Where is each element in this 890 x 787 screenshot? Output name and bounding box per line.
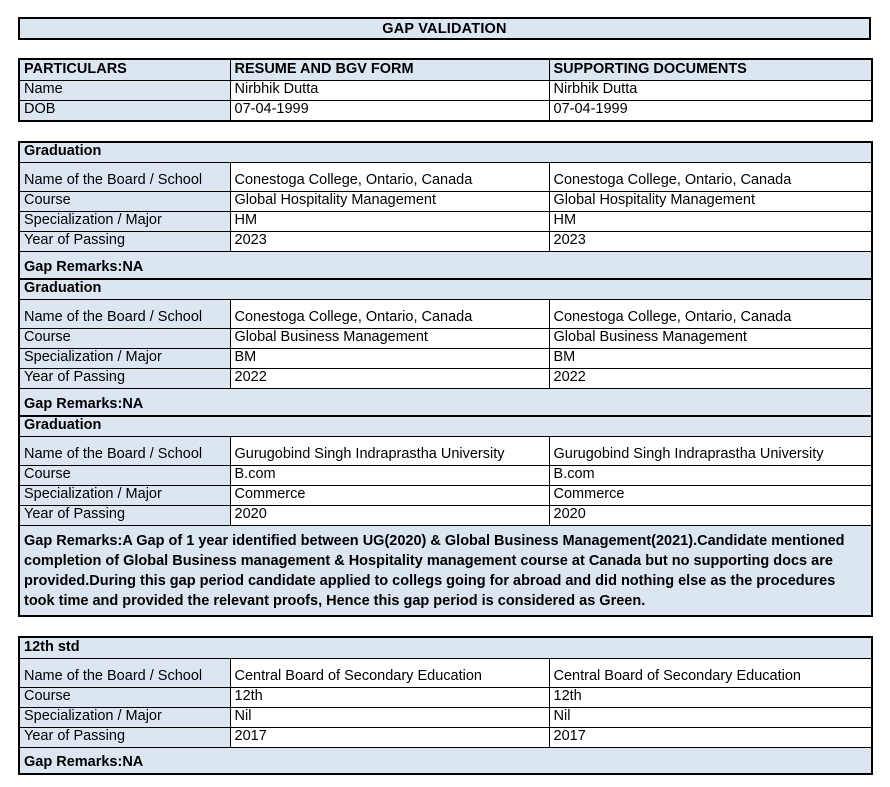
section-header-row: Graduation — [18, 414, 873, 437]
resume-value-cell: Nirbhik Dutta — [229, 79, 550, 101]
docs-value-cell: 2017 — [548, 726, 873, 748]
resume-value-cell: Central Board of Secondary Education — [229, 657, 550, 688]
docs-value-cell: B.com — [548, 465, 873, 486]
label-cell: Course — [18, 465, 231, 486]
resume-value-cell: BM — [229, 348, 550, 369]
docs-value-cell: 12th — [548, 686, 873, 708]
table-row-board-school: Name of the Board / School Conestoga Col… — [18, 162, 873, 192]
resume-value-cell: Conestoga College, Ontario, Canada — [229, 299, 550, 329]
docs-value-cell: HM — [548, 211, 873, 232]
docs-value-cell: 2020 — [548, 505, 873, 526]
table-row-specialization: Specialization / Major Nil Nil — [18, 706, 873, 728]
label-cell: DOB — [18, 99, 231, 121]
table-row-year-of-passing: Year of Passing 2017 2017 — [18, 726, 873, 748]
docs-value-cell: Commerce — [548, 485, 873, 506]
table-row-year-of-passing: Year of Passing 2023 2023 — [18, 231, 873, 252]
resume-value-cell: Gurugobind Singh Indraprastha University — [229, 436, 550, 466]
gap-remarks-text: Gap Remarks:NA — [18, 388, 873, 417]
table-row-course: Course 12th 12th — [18, 686, 873, 708]
label-cell: Year of Passing — [18, 505, 231, 526]
table-row-name: Name Nirbhik Dutta Nirbhik Dutta — [18, 79, 873, 101]
label-cell: Specialization / Major — [18, 485, 231, 506]
gap-remarks-row: Gap Remarks:A Gap of 1 year identified b… — [18, 525, 873, 617]
label-cell: Specialization / Major — [18, 348, 231, 369]
docs-value-cell: Global Hospitality Management — [548, 191, 873, 212]
resume-value-cell: Nil — [229, 706, 550, 728]
resume-value-cell: Commerce — [229, 485, 550, 506]
column-header-supporting-docs: SUPPORTING DOCUMENTS — [548, 58, 873, 81]
docs-value-cell: Conestoga College, Ontario, Canada — [548, 299, 873, 329]
docs-value-cell: 07-04-1999 — [548, 99, 873, 121]
label-cell: Specialization / Major — [18, 706, 231, 728]
label-cell: Name of the Board / School — [18, 299, 231, 329]
section-heading: Graduation — [18, 414, 873, 437]
table-row-board-school: Name of the Board / School Central Board… — [18, 657, 873, 688]
label-cell: Name — [18, 79, 231, 101]
column-header-resume-bgv: RESUME AND BGV FORM — [229, 58, 550, 81]
label-cell: Name of the Board / School — [18, 162, 231, 192]
table-row-specialization: Specialization / Major Commerce Commerce — [18, 485, 873, 506]
table-row-dob: DOB 07-04-1999 07-04-1999 — [18, 99, 873, 121]
table-row-course: Course B.com B.com — [18, 465, 873, 486]
section-header-row: Graduation — [18, 277, 873, 300]
page-title: GAP VALIDATION — [18, 17, 871, 40]
docs-value-cell: Gurugobind Singh Indraprastha University — [548, 436, 873, 466]
label-cell: Specialization / Major — [18, 211, 231, 232]
table-row-board-school: Name of the Board / School Gurugobind Si… — [18, 436, 873, 466]
docs-value-cell: Conestoga College, Ontario, Canada — [548, 162, 873, 192]
label-cell: Name of the Board / School — [18, 436, 231, 466]
section-heading: Graduation — [18, 140, 873, 163]
table-row-board-school: Name of the Board / School Conestoga Col… — [18, 299, 873, 329]
section-heading: 12th std — [18, 636, 873, 659]
docs-value-cell: Nirbhik Dutta — [548, 79, 873, 101]
resume-value-cell: HM — [229, 211, 550, 232]
section-heading: Graduation — [18, 277, 873, 300]
resume-value-cell: 07-04-1999 — [229, 99, 550, 121]
gap-remarks-row: Gap Remarks:NA — [18, 251, 873, 280]
resume-value-cell: B.com — [229, 465, 550, 486]
docs-value-cell: Global Business Management — [548, 328, 873, 349]
label-cell: Course — [18, 191, 231, 212]
docs-value-cell: Nil — [548, 706, 873, 728]
resume-value-cell: 2022 — [229, 368, 550, 389]
docs-value-cell: Central Board of Secondary Education — [548, 657, 873, 688]
label-cell: Course — [18, 328, 231, 349]
table-row-year-of-passing: Year of Passing 2020 2020 — [18, 505, 873, 526]
resume-value-cell: 2017 — [229, 726, 550, 748]
column-header-particulars: PARTICULARS — [18, 58, 231, 81]
twelfth-std-table: 12th std Name of the Board / School Cent… — [18, 636, 874, 775]
particulars-table: PARTICULARS RESUME AND BGV FORM SUPPORTI… — [18, 58, 873, 122]
label-cell: Name of the Board / School — [18, 657, 231, 688]
table-row-course: Course Global Business Management Global… — [18, 328, 873, 349]
label-cell: Year of Passing — [18, 368, 231, 389]
label-cell: Year of Passing — [18, 726, 231, 748]
table-row-course: Course Global Hospitality Management Glo… — [18, 191, 873, 212]
resume-value-cell: Conestoga College, Ontario, Canada — [229, 162, 550, 192]
gap-remarks-row: Gap Remarks:NA — [18, 746, 873, 775]
docs-value-cell: 2022 — [548, 368, 873, 389]
docs-value-cell: BM — [548, 348, 873, 369]
gap-remarks-text: Gap Remarks:NA — [18, 746, 873, 775]
label-cell: Year of Passing — [18, 231, 231, 252]
resume-value-cell: 12th — [229, 686, 550, 708]
table-row-specialization: Specialization / Major BM BM — [18, 348, 873, 369]
table-row-specialization: Specialization / Major HM HM — [18, 211, 873, 232]
gap-remarks-text: Gap Remarks:A Gap of 1 year identified b… — [18, 525, 873, 617]
resume-value-cell: Global Business Management — [229, 328, 550, 349]
gap-remarks-text: Gap Remarks:NA — [18, 251, 873, 280]
particulars-header-row: PARTICULARS RESUME AND BGV FORM SUPPORTI… — [18, 58, 873, 81]
resume-value-cell: 2023 — [229, 231, 550, 252]
table-row-year-of-passing: Year of Passing 2022 2022 — [18, 368, 873, 389]
section-header-row: 12th std — [18, 636, 873, 659]
education-block-table: Graduation Name of the Board / School Co… — [18, 140, 874, 617]
resume-value-cell: Global Hospitality Management — [229, 191, 550, 212]
section-header-row: Graduation — [18, 140, 873, 163]
label-cell: Course — [18, 686, 231, 708]
gap-remarks-row: Gap Remarks:NA — [18, 388, 873, 417]
resume-value-cell: 2020 — [229, 505, 550, 526]
docs-value-cell: 2023 — [548, 231, 873, 252]
